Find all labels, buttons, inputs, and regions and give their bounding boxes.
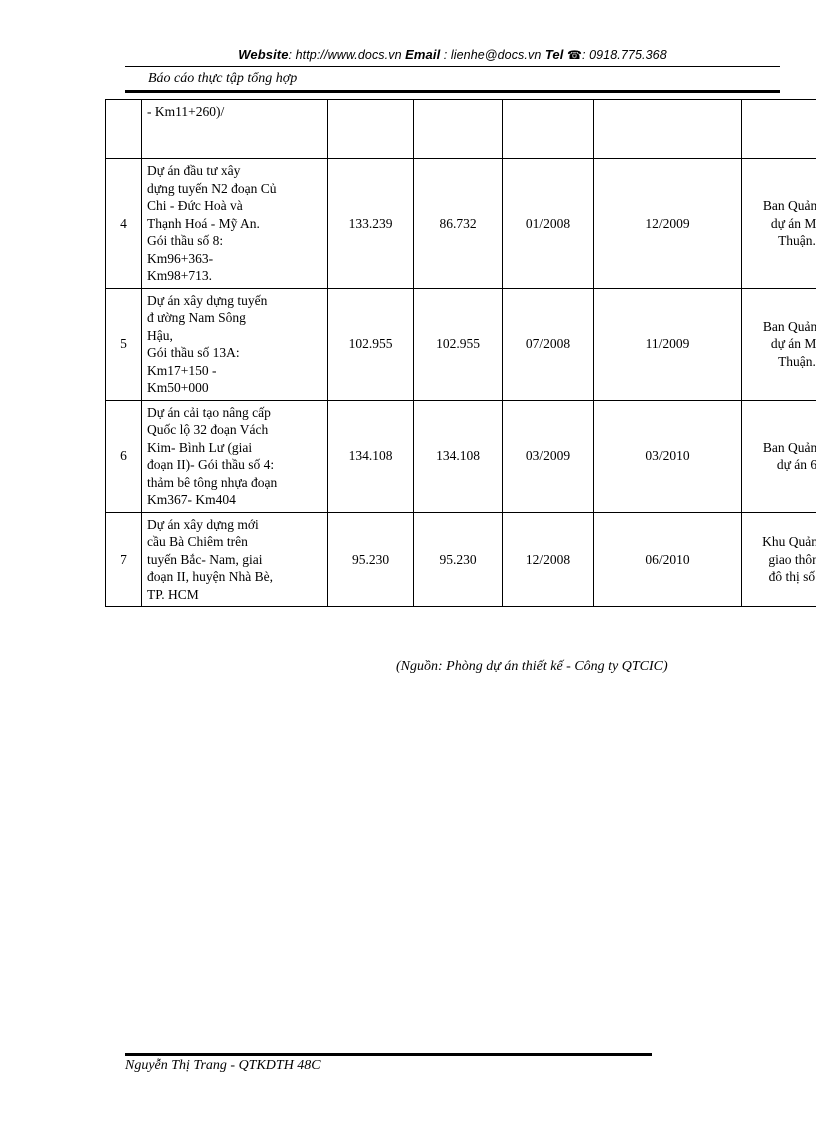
row-end-date: 06/2010 — [593, 511, 742, 607]
table-row: - Km11+260)/ — [105, 99, 816, 159]
tel-value: 0918.775.368 — [589, 48, 667, 62]
row-value1: 134.108 — [327, 399, 414, 513]
footer-author: Nguyễn Thị Trang - QTKDTH 48C — [125, 1058, 321, 1073]
row-value2: 95.230 — [413, 511, 503, 607]
row-index: 7 — [105, 511, 142, 607]
header-divider-thin — [125, 66, 780, 67]
website-url: http://www.docs.vn — [295, 48, 402, 62]
row-end-date — [593, 99, 742, 159]
row-value2: 134.108 — [413, 399, 503, 513]
tel-label: Tel — [544, 47, 564, 62]
row-value1 — [327, 99, 414, 159]
table-row: 6 Dự án cải tạo nâng cấp Quốc lộ 32 đoạn… — [105, 399, 816, 513]
row-end-date: 11/2009 — [593, 287, 742, 401]
header-divider-thick — [125, 90, 780, 93]
projects-table: - Km11+260)/ 4 Dự án đầu tư xây dựng tuy… — [105, 99, 816, 607]
telephone-icon: ☎ — [566, 48, 583, 62]
row-value1: 102.955 — [327, 287, 414, 401]
source-caption: (Nguồn: Phòng dự án thiết kế - Công ty Q… — [396, 659, 668, 674]
email-value: lienhe@docs.vn — [450, 48, 542, 62]
page-header: Website: http://www.docs.vn Email : lien… — [125, 46, 780, 64]
website-separator: : — [288, 48, 293, 62]
row-owner: Ban Quản lý dự án Mỹ Thuận. — [741, 287, 816, 401]
row-index: 5 — [105, 287, 142, 401]
email-separator: : — [443, 48, 448, 62]
projects-table-container: - Km11+260)/ 4 Dự án đầu tư xây dựng tuy… — [105, 99, 816, 607]
row-value2: 86.732 — [413, 158, 503, 289]
row-start-date: 07/2008 — [502, 287, 594, 401]
row-description: Dự án cải tạo nâng cấp Quốc lộ 32 đoạn V… — [141, 399, 328, 513]
row-value2 — [413, 99, 503, 159]
row-owner: Ban Quản lý dự án Mỹ Thuận. — [741, 158, 816, 289]
row-description: Dự án xây dựng tuyến đ ường Nam Sông Hậu… — [141, 287, 328, 401]
row-description: - Km11+260)/ — [141, 99, 328, 159]
row-index: 6 — [105, 399, 142, 513]
document-title: Báo cáo thực tập tổng hợp — [148, 71, 298, 86]
row-start-date — [502, 99, 594, 159]
table-row: 5 Dự án xây dựng tuyến đ ường Nam Sông H… — [105, 287, 816, 401]
table-row: 7 Dự án xây dựng mới cầu Bà Chiêm trên t… — [105, 511, 816, 607]
row-owner: Ban Quản lý dự án 6 — [741, 399, 816, 513]
row-end-date: 12/2009 — [593, 158, 742, 289]
table-row: 4 Dự án đầu tư xây dựng tuyến N2 đoạn Củ… — [105, 158, 816, 289]
projects-table-body: - Km11+260)/ 4 Dự án đầu tư xây dựng tuy… — [105, 99, 816, 607]
row-start-date: 01/2008 — [502, 158, 594, 289]
website-label: Website — [238, 47, 289, 62]
row-index: 4 — [105, 158, 142, 289]
row-value1: 133.239 — [327, 158, 414, 289]
row-description: Dự án đầu tư xây dựng tuyến N2 đoạn Củ C… — [141, 158, 328, 289]
row-value2: 102.955 — [413, 287, 503, 401]
row-start-date: 12/2008 — [502, 511, 594, 607]
contact-header-line: Website: http://www.docs.vn Email : lien… — [125, 46, 780, 64]
row-description: Dự án xây dựng mới cầu Bà Chiêm trên tuy… — [141, 511, 328, 607]
row-start-date: 03/2009 — [502, 399, 594, 513]
row-index — [105, 99, 142, 159]
row-value1: 95.230 — [327, 511, 414, 607]
footer-divider — [125, 1053, 652, 1056]
row-owner — [741, 99, 816, 159]
email-label: Email — [405, 47, 441, 62]
row-owner: Khu Quản lý giao thông đô thị số 4 — [741, 511, 816, 607]
row-end-date: 03/2010 — [593, 399, 742, 513]
tel-separator: : — [582, 48, 586, 62]
